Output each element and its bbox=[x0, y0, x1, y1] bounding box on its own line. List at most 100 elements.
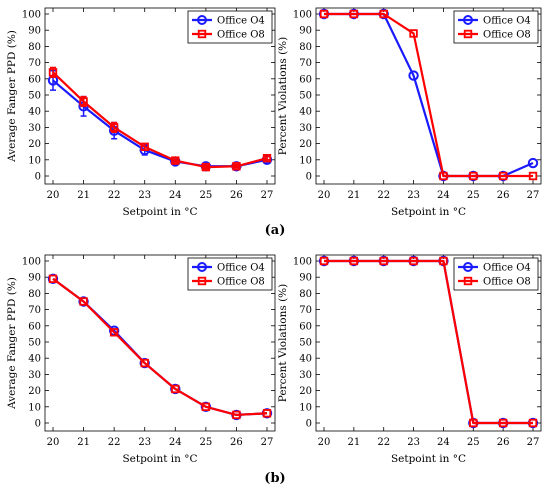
c3-xtick-label: 21 bbox=[347, 437, 360, 448]
c0-ytick-label: 80 bbox=[28, 42, 41, 53]
c0-legend-marker bbox=[197, 15, 207, 25]
c2-legend-marker bbox=[197, 276, 207, 286]
c0-axes-frame bbox=[44, 7, 276, 185]
c0-ylabel: Average Fanger PPD (%) bbox=[6, 30, 18, 163]
c0-xlabel: Setpoint in °C bbox=[122, 206, 197, 218]
c2-point bbox=[262, 409, 272, 418]
c2-ytick-label: 80 bbox=[28, 289, 41, 300]
c1-xtick-label: 22 bbox=[377, 190, 390, 201]
c2-series-line bbox=[52, 277, 268, 416]
c0-xtick-label: 27 bbox=[261, 190, 274, 201]
c3-xlabel: Setpoint in °C bbox=[391, 453, 466, 465]
c1-legend-marker bbox=[463, 29, 473, 39]
c3-axes-frame bbox=[315, 254, 542, 432]
c1-axes-frame bbox=[315, 7, 542, 185]
c1-xtick-label: 23 bbox=[407, 190, 420, 201]
c3-ytick-label: 0 bbox=[306, 419, 312, 430]
c0-legend-label: Office O8 bbox=[217, 30, 265, 41]
c1-ytick-label: 70 bbox=[299, 58, 312, 69]
c1-ytick-label: 90 bbox=[299, 26, 312, 37]
c0-series-0 bbox=[47, 69, 273, 172]
c0-point bbox=[140, 142, 149, 152]
c1-point bbox=[469, 171, 478, 181]
c2-legend: Office O4 Office O8 bbox=[187, 257, 273, 291]
c2-point bbox=[201, 402, 211, 411]
c2-ytick-label: 20 bbox=[28, 386, 41, 397]
c3-ytick-label: 90 bbox=[299, 273, 312, 284]
c2-ytick-label: 40 bbox=[28, 354, 41, 365]
c0-ytick-label: 60 bbox=[28, 74, 41, 85]
c0-ytick-label: 100 bbox=[22, 10, 41, 21]
chart-b-left: 0 10 20 30 40 50 60 70 80 90 100 20 21 22 23 24 25 26 27 Se… bbox=[6, 254, 276, 465]
c2-ytick-label: 90 bbox=[28, 273, 41, 284]
c1-ytick-label: 40 bbox=[299, 107, 312, 118]
c3-series-line bbox=[324, 259, 533, 425]
c3-point bbox=[409, 256, 418, 266]
c0-xtick-label: 20 bbox=[47, 190, 60, 201]
c1-point bbox=[498, 171, 508, 181]
c0-xtick-label: 22 bbox=[108, 190, 121, 201]
c3-point bbox=[528, 418, 538, 428]
c1-legend-marker bbox=[463, 15, 473, 25]
c2-ytick-label: 50 bbox=[28, 338, 41, 349]
c0-point bbox=[109, 123, 119, 132]
c2-ytick-label: 10 bbox=[28, 402, 41, 413]
c0-point bbox=[201, 162, 211, 172]
c1-point bbox=[319, 9, 329, 19]
c1-point bbox=[349, 9, 359, 19]
c2-point bbox=[171, 384, 180, 394]
c0-ytick-label: 50 bbox=[28, 91, 41, 102]
c1-legend: Office O4 Office O8 bbox=[453, 10, 539, 44]
c3-xtick-label: 25 bbox=[467, 437, 480, 448]
c1-ytick-label: 100 bbox=[293, 10, 312, 21]
c0-point bbox=[262, 153, 272, 163]
c2-xtick-label: 24 bbox=[169, 437, 182, 448]
c1-ytick-label: 20 bbox=[299, 139, 312, 150]
c3-point bbox=[349, 256, 359, 266]
c2-point bbox=[48, 274, 58, 284]
c3-legend-marker bbox=[463, 262, 473, 272]
c0-xtick-label: 21 bbox=[77, 190, 90, 201]
c2-xtick-label: 26 bbox=[230, 437, 243, 448]
c1-legend-label: Office O4 bbox=[483, 16, 531, 27]
c2-ytick-label: 60 bbox=[28, 321, 41, 332]
c3-ytick-label: 80 bbox=[299, 289, 312, 300]
c0-point bbox=[79, 97, 88, 106]
c1-point bbox=[439, 171, 448, 181]
c0-point bbox=[48, 68, 58, 77]
c1-ytick-label: 50 bbox=[299, 91, 312, 102]
c2-point bbox=[140, 358, 149, 368]
c3-xtick-label: 22 bbox=[377, 437, 390, 448]
c3-legend-label: Office O4 bbox=[483, 263, 531, 274]
c0-series-1 bbox=[48, 66, 272, 172]
caption-b: (b) bbox=[264, 471, 285, 486]
c1-xtick-label: 27 bbox=[527, 190, 540, 201]
c1-point bbox=[409, 29, 418, 38]
chart-a-right: 0 10 20 30 40 50 60 70 80 90 100 20 21 22 23 24 25 26 27 Se… bbox=[277, 7, 542, 218]
c1-xtick-label: 20 bbox=[318, 190, 331, 201]
c1-xlabel: Setpoint in °C bbox=[391, 206, 466, 218]
c2-ytick-label: 30 bbox=[28, 370, 41, 381]
c2-xtick-label: 22 bbox=[108, 437, 121, 448]
c0-ytick-label: 20 bbox=[28, 139, 41, 150]
c2-legend-marker bbox=[197, 262, 207, 272]
c2-point bbox=[79, 297, 88, 306]
chart-b-right: 0 10 20 30 40 50 60 70 80 90 100 20 21 22 23 24 25 26 27 Se… bbox=[277, 254, 542, 465]
c0-ytick-label: 0 bbox=[35, 172, 41, 183]
c2-xlabel: Setpoint in °C bbox=[122, 453, 197, 465]
c3-ytick-label: 40 bbox=[299, 354, 312, 365]
c2-ytick-label: 70 bbox=[28, 305, 41, 316]
caption-a: (a) bbox=[265, 223, 286, 238]
c0-series-line bbox=[52, 71, 268, 169]
c3-point bbox=[379, 256, 388, 266]
c1-point bbox=[527, 157, 539, 169]
c1-ytick-label: 80 bbox=[299, 42, 312, 53]
c2-xtick-label: 23 bbox=[138, 437, 151, 448]
c3-legend: Office O4 Office O8 bbox=[453, 257, 539, 291]
c3-xtick-label: 24 bbox=[437, 437, 450, 448]
c1-series-1 bbox=[319, 9, 538, 181]
c1-point bbox=[528, 171, 538, 181]
c2-legend-label: Office O4 bbox=[217, 263, 265, 274]
c2-series-1 bbox=[48, 274, 272, 420]
c2-ytick-label: 100 bbox=[22, 257, 41, 268]
